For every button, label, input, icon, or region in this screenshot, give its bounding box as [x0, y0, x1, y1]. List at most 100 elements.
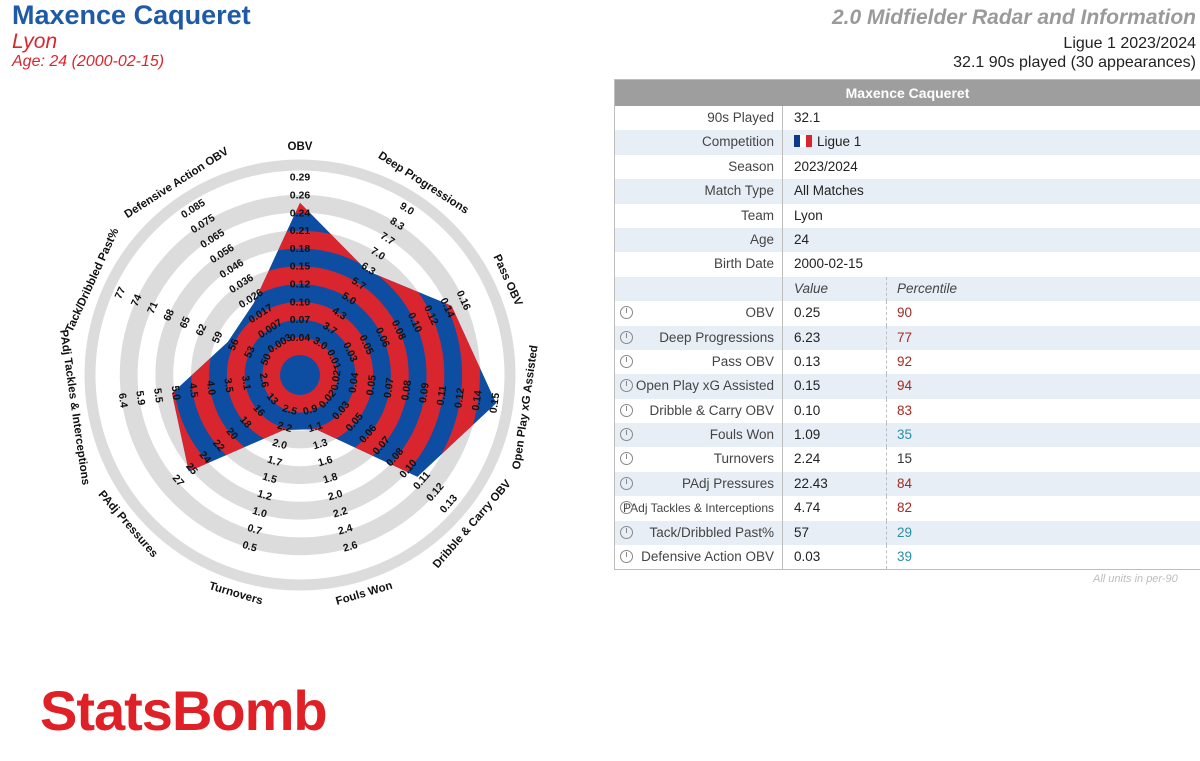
percentile-column-header: Percentile	[897, 280, 958, 296]
metric-row: Dribble & Carry OBV 0.10 83	[615, 398, 1200, 424]
metric-label: Turnovers	[713, 451, 774, 467]
gauge-icon	[620, 354, 633, 368]
polygon-band	[244, 319, 356, 431]
metric-percentile: 35	[897, 427, 913, 443]
info-row-value: Lyon	[794, 207, 823, 223]
radar-tick-label: 1.6	[317, 454, 335, 470]
polygon-band	[172, 202, 481, 477]
metric-row: Fouls Won 1.09 35	[615, 423, 1200, 448]
radar-tick-label: 2.4	[337, 522, 355, 538]
radar-tick-label: 3.1	[239, 375, 253, 391]
metric-value: 0.13	[783, 349, 887, 375]
metric-percentile: 83	[897, 402, 913, 418]
radar-tick-label: 1.1	[307, 419, 325, 435]
radar-tick-label: 4.5	[186, 382, 200, 398]
radar-tick-label: 0.9	[302, 402, 320, 418]
radar-tick-label: 0.5	[241, 539, 259, 555]
radar-tick-label: 0.08	[399, 379, 414, 401]
radar-tick-label: 0.04	[347, 372, 362, 394]
radar-tick-label: 0.10	[290, 296, 311, 308]
radar-tick-label: 2.0	[271, 437, 289, 453]
info-row-value: 32.1	[794, 110, 821, 125]
info-table-header: Maxence Caqueret	[615, 80, 1200, 106]
metrics-header-blank	[615, 276, 783, 302]
metric-label: Open Play xG Assisted	[635, 378, 774, 394]
radar-tick-label: 65	[177, 315, 193, 331]
radar-tick-label: 74	[129, 292, 145, 308]
info-row-label: Birth Date	[615, 252, 783, 277]
radar-tick-label: 0.04	[290, 332, 311, 344]
metric-label-cell: Dribble & Carry OBV	[615, 398, 783, 424]
metric-value: 0.15	[783, 374, 887, 399]
radar-tick-label: 0.02	[329, 369, 344, 391]
radar-tick-label: 0.24	[290, 207, 311, 219]
france-flag-icon	[794, 131, 812, 148]
radar-chart: 0.04 0.07 0.10 0.12 0.15 0.18 0.21 0.24 0.26 0.29…	[57, 141, 540, 608]
metrics-header-row: Value Percentile	[615, 276, 1200, 302]
info-row-value: 2000-02-15	[794, 256, 864, 272]
info-row-label: Match Type	[615, 179, 783, 204]
radar-tick-label: 1.8	[322, 471, 340, 487]
metric-percentile: 84	[897, 475, 913, 491]
statsbomb-logo: StatsBomb	[40, 679, 328, 742]
radar-tick-label: 1.3	[312, 437, 330, 453]
metric-value: 57	[783, 520, 887, 546]
metric-label: Pass OBV	[711, 353, 774, 369]
metric-row: Turnovers 2.24 15	[615, 447, 1200, 472]
metric-percentile: 94	[897, 378, 913, 394]
radar-tick-label: 5.9	[133, 390, 147, 406]
metric-value: 2.24	[783, 447, 887, 472]
polygon-band	[261, 336, 339, 414]
polygon-band	[172, 212, 463, 477]
info-row: Birth Date 2000-02-15	[615, 252, 1200, 277]
radar-tick-label: 0.07	[382, 377, 397, 399]
radar-tick-label: 0.15	[290, 261, 311, 273]
metric-label-cell: PAdj Tackles & Interceptions	[615, 496, 783, 521]
radar-ring-outer	[84, 159, 516, 591]
metric-value: 0.25	[783, 301, 887, 326]
radar-tick-label: 56	[226, 337, 242, 353]
info-row: Competition Ligue 1	[615, 130, 1200, 155]
radar-tick-label: 2.6	[342, 539, 360, 555]
radar-tick-label: 0.21	[290, 225, 311, 237]
metric-row: Open Play xG Assisted 0.15 94	[615, 374, 1200, 399]
metric-label-cell: Pass OBV	[615, 349, 783, 375]
info-row-value-cell: Lyon	[783, 204, 823, 228]
radar-tick-label: 0.09	[417, 382, 432, 404]
radar-tick-label: 50	[258, 352, 274, 368]
radar-tick-label: 2.2	[332, 505, 350, 521]
played-summary: 32.1 90s played (30 appearances)	[953, 54, 1196, 71]
metric-value: 4.74	[783, 496, 887, 521]
radar-tick-label: 5.0	[169, 385, 183, 401]
metric-label: Tack/Dribbled Past%	[649, 524, 774, 540]
radar-tick-label: 6.4	[116, 392, 130, 408]
radar-tick-label: 68	[161, 307, 177, 323]
info-row-value-cell: 24	[783, 228, 809, 252]
radar-tick-label: 1.5	[261, 471, 279, 487]
metric-label: Fouls Won	[709, 427, 774, 443]
metric-percentile: 82	[897, 500, 913, 516]
gauge-icon	[620, 476, 633, 490]
metric-label: Dribble & Carry OBV	[649, 402, 774, 418]
units-footnote: All units in per-90	[1093, 573, 1178, 585]
metric-label-cell: OBV	[615, 301, 783, 326]
info-row-value-cell: All Matches	[783, 179, 864, 203]
metric-label-cell: Turnovers	[615, 447, 783, 472]
radar-tick-label: 0.12	[452, 387, 467, 409]
gauge-icon	[620, 550, 633, 564]
info-row-label: Competition	[615, 130, 783, 155]
info-row-label: Team	[615, 203, 783, 228]
info-row-label: Age	[615, 227, 783, 253]
radar-tick-label: 1.7	[266, 454, 284, 470]
radar-axis-label: OBV	[288, 141, 313, 153]
metric-row: Tack/Dribbled Past% 57 29	[615, 520, 1200, 546]
radar-tick-label: 0.15	[487, 392, 502, 414]
value-column-header: Value	[783, 276, 887, 302]
radar-tick-label: 2.6	[257, 372, 271, 388]
metric-label: PAdj Pressures	[681, 475, 774, 491]
radar-tick-label: 53	[242, 344, 258, 360]
metric-row: Deep Progressions 6.23 77	[615, 325, 1200, 350]
radar-tick-label: 0.05	[364, 374, 379, 396]
gauge-icon	[620, 501, 633, 515]
radar-tick-label: 0.7	[246, 522, 264, 538]
